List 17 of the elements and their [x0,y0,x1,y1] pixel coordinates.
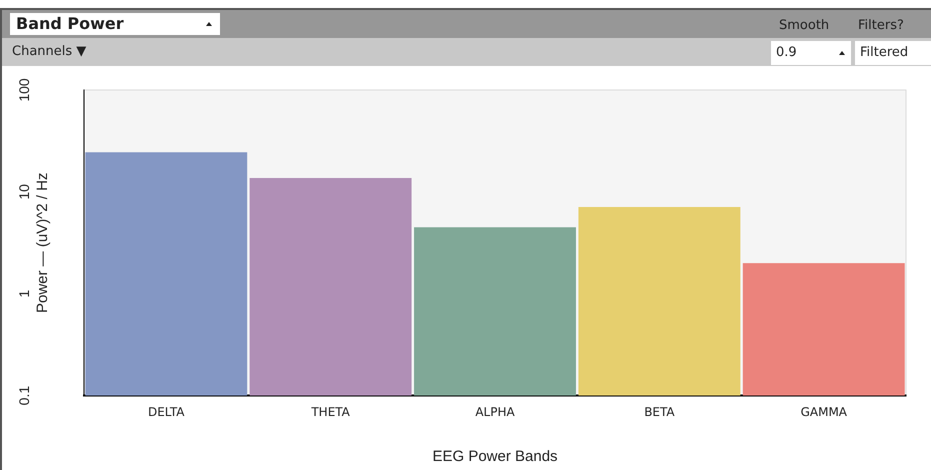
y-tick-label: 0.1 [16,386,32,406]
x-tick-label: THETA [310,404,351,419]
x-tick-label: GAMMA [800,404,848,419]
text: 0.9 [776,45,797,60]
y-tick-label: 10 [16,184,32,200]
text: Smooth [779,18,830,33]
y-tick-label: 1 [16,290,32,298]
text: Filters? [858,18,904,33]
text: Channels ▼ [12,44,86,59]
x-tick-label: DELTA [148,404,186,419]
x-tick-label: ALPHA [475,404,516,419]
y-tick-label: 100 [16,78,32,102]
text: Band Power [16,14,124,33]
x-tick-label: BETA [644,404,676,419]
text: Filtered [860,45,908,60]
y-axis-title: Power — (uV)^2 / Hz [34,172,52,314]
x-axis-title: EEG Power Bands [432,448,558,466]
